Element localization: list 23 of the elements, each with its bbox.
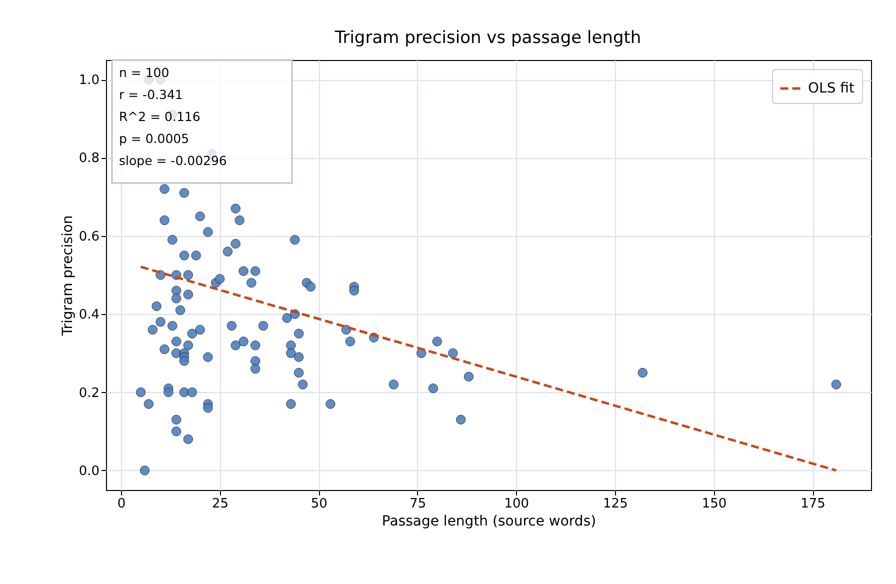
y-tick-label: 0.4	[78, 308, 100, 323]
x-tick-label: 125	[603, 496, 628, 512]
annotation: p = 0.0005	[119, 131, 190, 146]
chart-title: Trigram precision vs passage length	[334, 28, 642, 48]
x-tick-label: 75	[410, 496, 426, 512]
x-tick-label: 50	[310, 496, 328, 512]
annotation: r = -0.341	[119, 87, 183, 102]
x-tick-label: 25	[212, 496, 229, 512]
y-tick-label: 0.0	[78, 464, 100, 479]
x-axis-title: Passage length (source words)	[382, 514, 596, 530]
annotation: R^2 = 0.116	[119, 109, 200, 124]
y-tick-label: 0.6	[78, 229, 100, 244]
x-tick-label: 150	[702, 496, 727, 512]
annotation: slope = -0.00296	[119, 153, 227, 168]
x-tick-label: 100	[504, 496, 530, 512]
x-tick-label: 0	[117, 496, 126, 512]
y-axis-title: Trigram precision	[60, 215, 76, 337]
x-tick-label: 175	[800, 496, 826, 512]
annotation: n = 100	[119, 65, 170, 80]
legend-label: OLS fit	[808, 80, 855, 96]
y-tick-label: 1.0	[78, 73, 100, 88]
y-tick-label: 0.2	[78, 386, 100, 401]
y-tick-label: 0.8	[78, 151, 100, 166]
